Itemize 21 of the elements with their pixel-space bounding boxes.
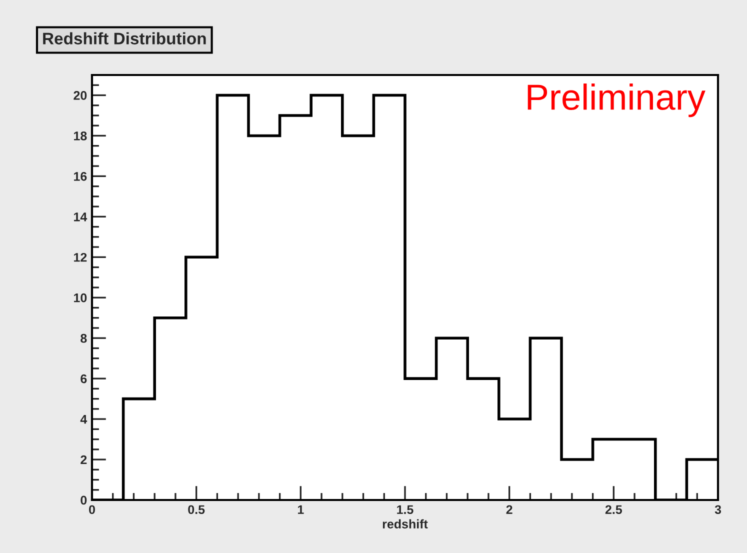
x-tick-label: 2: [506, 505, 512, 514]
y-tick-label: 8: [80, 334, 87, 343]
x-tick-label: 0.5: [188, 505, 205, 514]
x-tick-label: 3: [714, 505, 722, 514]
x-tick-label: 2.5: [605, 505, 622, 514]
x-tick-label: 1: [298, 505, 304, 514]
y-tick-label: 18: [74, 132, 87, 140]
x-tick-label: 1.5: [397, 505, 414, 514]
y-tick-label: 20: [74, 91, 87, 100]
x-axis-title: redshift: [382, 519, 428, 528]
y-tick-label: 12: [74, 252, 87, 262]
annotation: Preliminary: [528, 84, 706, 118]
y-tick-label: 6: [80, 374, 87, 384]
y-tick-label: 2: [80, 455, 87, 464]
y-tick-label: 16: [74, 172, 87, 181]
y-tick-label: 14: [74, 212, 88, 222]
y-tick-label: 0: [80, 496, 87, 505]
y-tick-label: 10: [74, 293, 87, 302]
chart-title: Redshift Distribution: [43, 32, 206, 44]
x-tick-label: 0: [89, 505, 95, 514]
y-tick-label: 4: [80, 414, 88, 424]
